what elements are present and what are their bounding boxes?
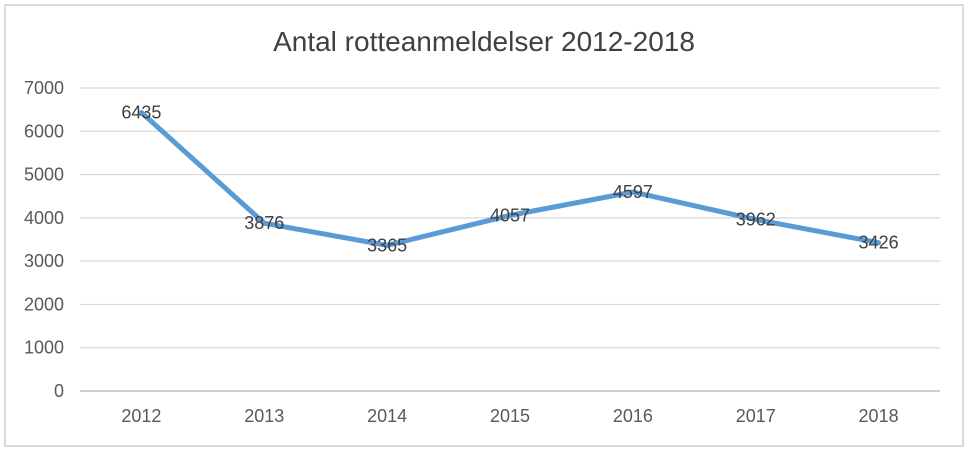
x-tick-label: 2016 bbox=[613, 406, 653, 426]
y-tick-label: 7000 bbox=[24, 78, 64, 98]
x-tick-label: 2013 bbox=[244, 406, 284, 426]
y-tick-label: 6000 bbox=[24, 121, 64, 141]
data-label: 4057 bbox=[490, 205, 530, 225]
data-label: 4597 bbox=[613, 182, 653, 202]
series-line bbox=[138, 109, 882, 248]
y-tick-label: 2000 bbox=[24, 294, 64, 314]
x-tick-label: 2015 bbox=[490, 406, 530, 426]
x-tick-label: 2012 bbox=[121, 406, 161, 426]
y-tick-label: 5000 bbox=[24, 165, 64, 185]
y-tick-label: 1000 bbox=[24, 338, 64, 358]
y-tick-label: 3000 bbox=[24, 251, 64, 271]
data-label: 3876 bbox=[244, 213, 284, 233]
data-label: 3426 bbox=[859, 233, 899, 253]
data-label: 3365 bbox=[367, 235, 407, 255]
x-tick-label: 2017 bbox=[736, 406, 776, 426]
x-tick-label: 2018 bbox=[859, 406, 899, 426]
chart-title: Antal rotteanmeldelser 2012-2018 bbox=[273, 26, 695, 57]
data-label: 6435 bbox=[121, 102, 161, 122]
x-tick-label: 2014 bbox=[367, 406, 407, 426]
chart-frame bbox=[4, 4, 964, 447]
y-tick-label: 0 bbox=[54, 381, 64, 401]
y-tick-label: 4000 bbox=[24, 208, 64, 228]
data-label: 3962 bbox=[736, 210, 776, 230]
